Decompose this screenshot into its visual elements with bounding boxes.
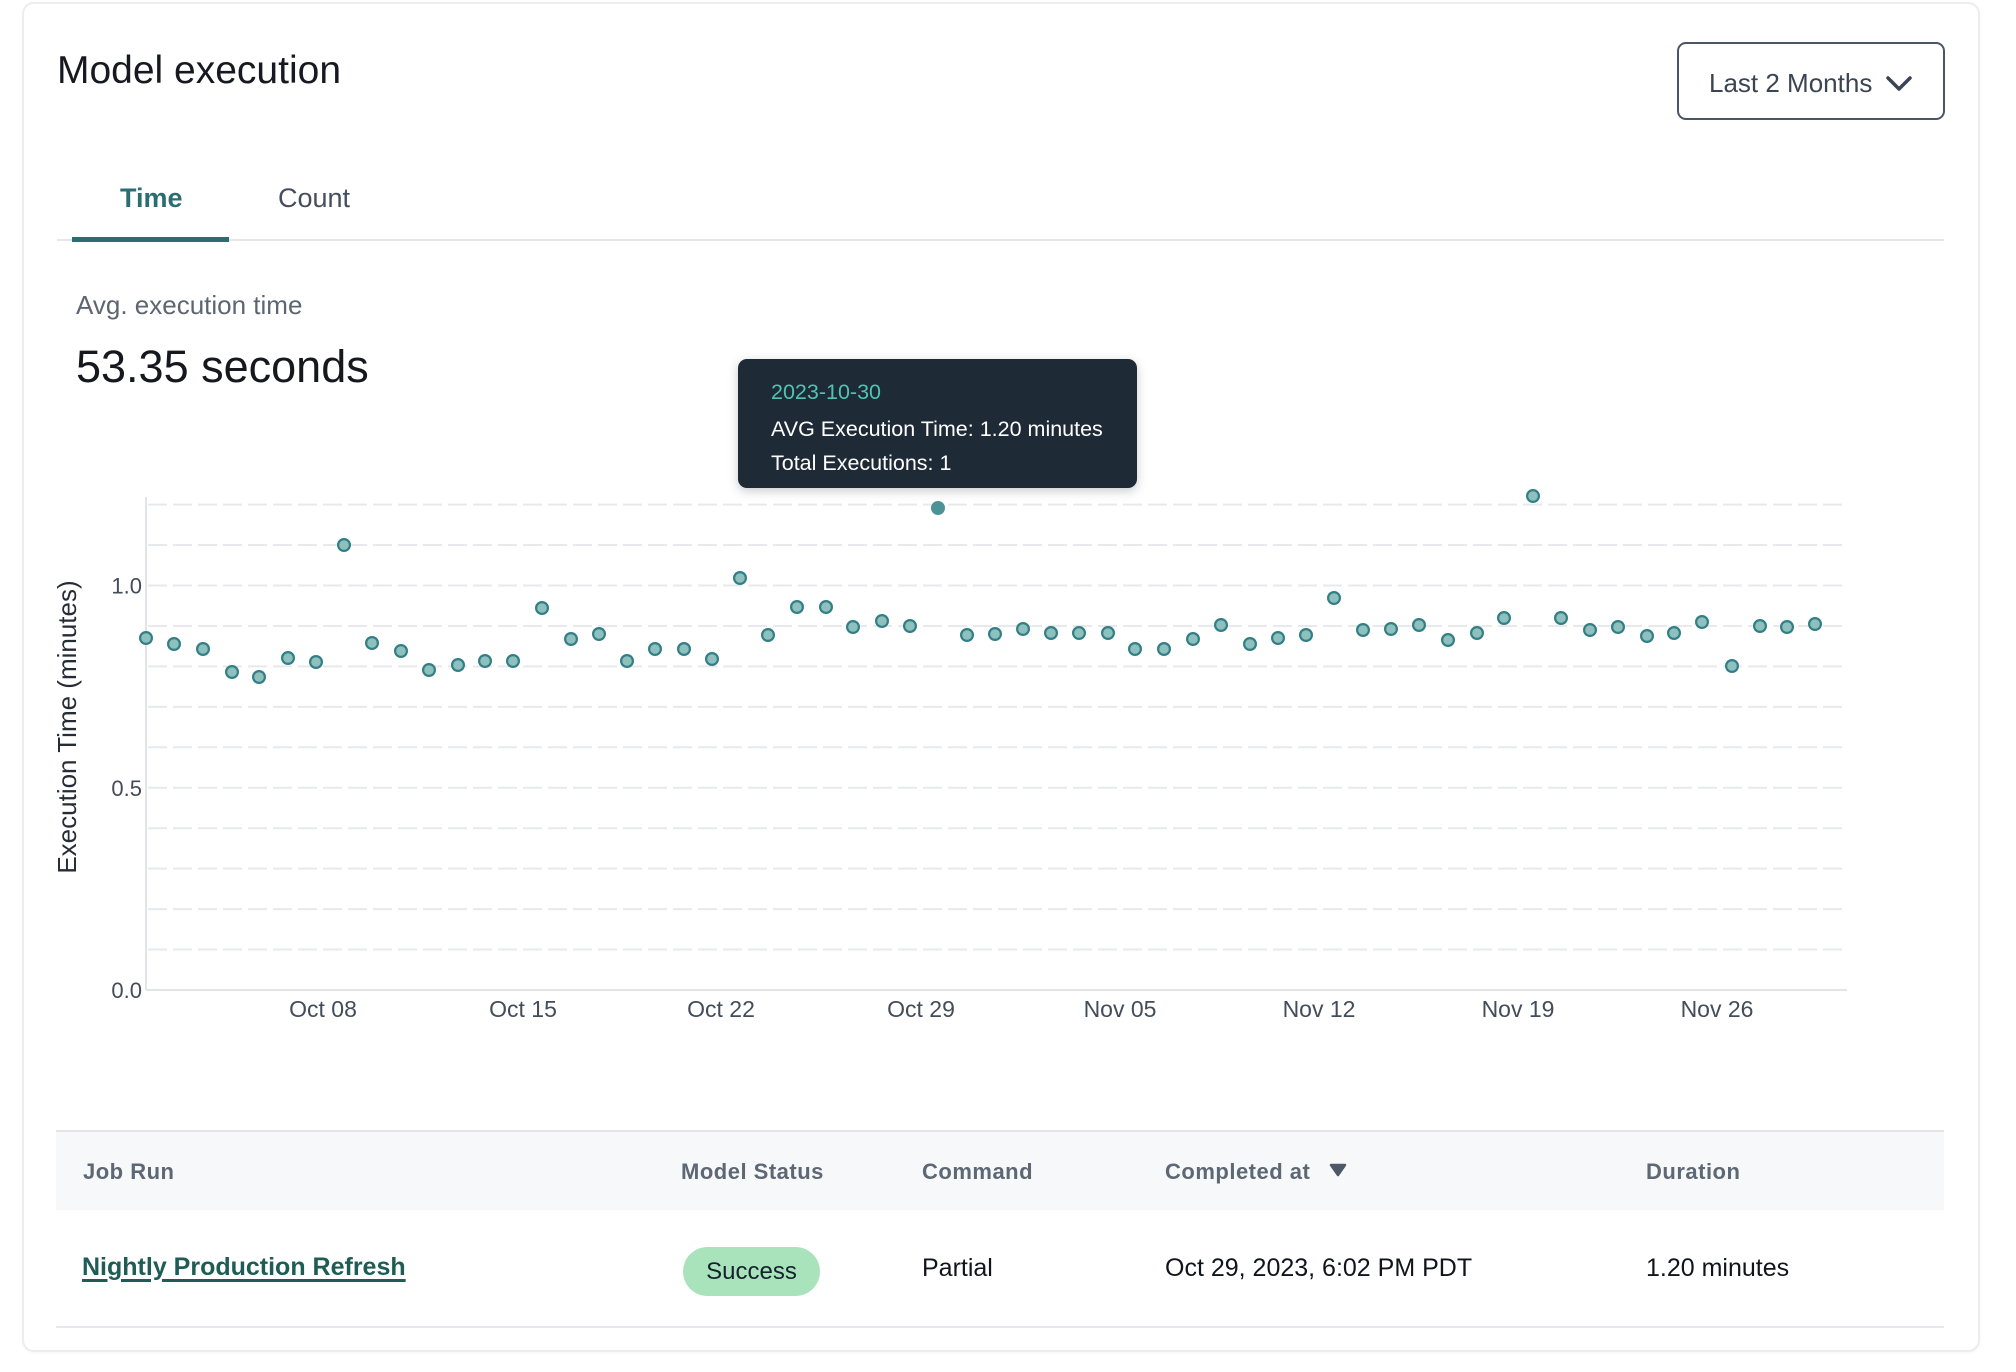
svg-text:Oct 15: Oct 15 (489, 996, 557, 1022)
svg-text:Nov 26: Nov 26 (1681, 996, 1754, 1022)
svg-text:Oct 08: Oct 08 (289, 996, 357, 1022)
svg-text:0.5: 0.5 (111, 776, 142, 801)
svg-text:Oct 29: Oct 29 (887, 996, 955, 1022)
svg-text:0.0: 0.0 (111, 978, 142, 1003)
svg-text:Nov 19: Nov 19 (1482, 996, 1555, 1022)
svg-text:Nov 12: Nov 12 (1283, 996, 1356, 1022)
svg-text:Nov 05: Nov 05 (1084, 996, 1157, 1022)
svg-text:Oct 22: Oct 22 (687, 996, 755, 1022)
svg-text:1.0: 1.0 (111, 574, 142, 599)
